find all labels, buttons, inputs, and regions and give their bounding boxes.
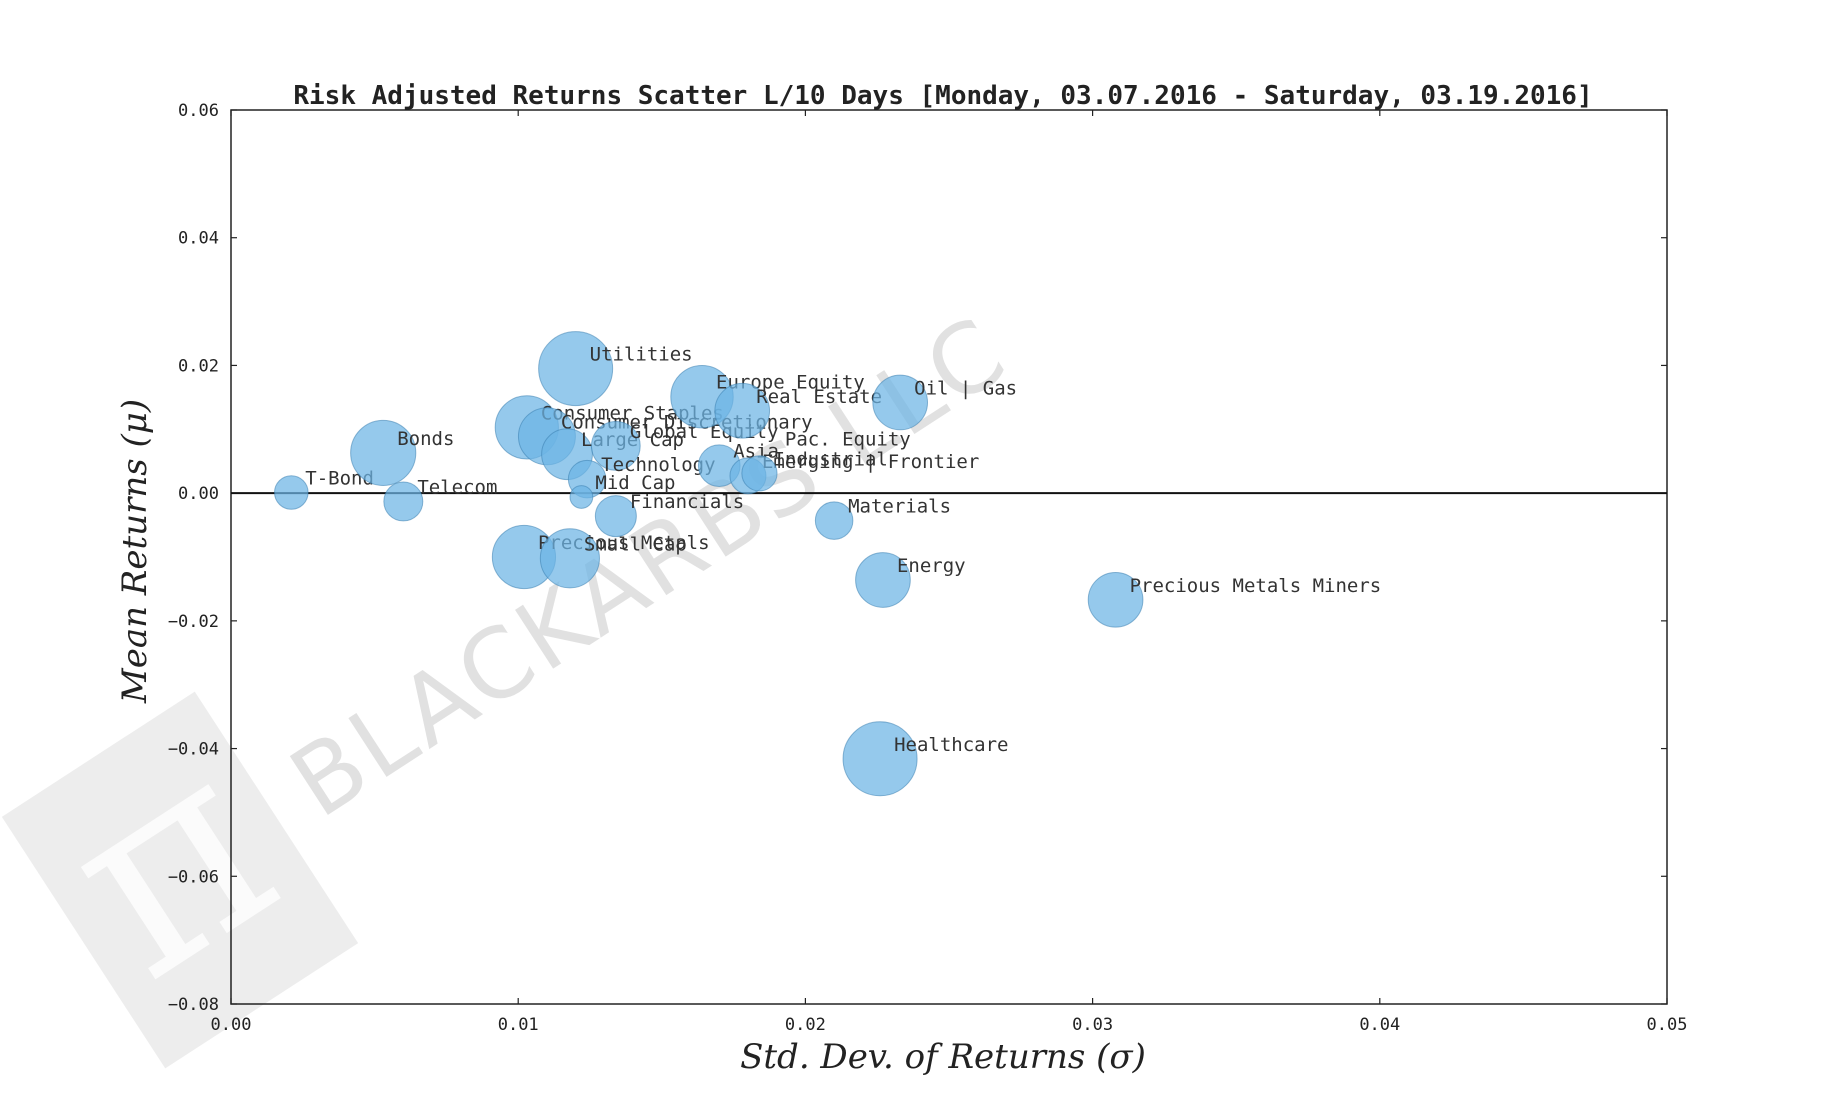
data-point — [274, 475, 309, 510]
data-point — [569, 485, 594, 509]
data-label: T-Bond — [305, 468, 374, 490]
data-label: Telecom — [417, 476, 497, 498]
data-label: Emerging | Frontier — [762, 451, 979, 473]
x-axis-label: Std. Dev. of Returns (σ) — [740, 1037, 1146, 1077]
data-point — [1087, 571, 1144, 628]
y-tick-label: 0.00 — [178, 484, 219, 504]
data-point — [594, 495, 637, 538]
data-label: Materials — [848, 496, 951, 518]
data-point — [383, 481, 424, 522]
plot-area: 0.00 0.01 0.02 0.03 0.04 0.05 0.06 0.04 0.02 0.00… — [168, 101, 1688, 1035]
data-label: Technology — [601, 454, 715, 476]
data-label: Bonds — [397, 428, 454, 450]
data-label: Industrial — [773, 448, 887, 470]
watermark-logo-tile — [1, 691, 359, 1069]
data-point — [539, 528, 600, 589]
y-tick-label: 0.06 — [178, 101, 219, 121]
y-tick-label: −0.04 — [168, 740, 219, 760]
data-label: Utilities — [590, 344, 693, 366]
data-point — [714, 382, 771, 439]
x-tick-label: 0.01 — [498, 1015, 539, 1035]
x-tick-label: 0.04 — [1359, 1015, 1400, 1035]
data-label: Pac. Equity — [785, 429, 911, 451]
data-label: Precious Metals Miners — [1130, 575, 1382, 597]
data-label: Energy — [897, 555, 966, 577]
y-tick-label: −0.06 — [168, 867, 219, 887]
y-tick-label: −0.08 — [168, 995, 219, 1015]
data-point — [855, 552, 911, 608]
data-label: Real Estate — [756, 386, 882, 408]
x-tick-label: 0.03 — [1072, 1015, 1113, 1035]
y-tick-label: 0.02 — [178, 356, 219, 376]
y-tick-label: 0.04 — [178, 229, 219, 249]
y-axis-label: Mean Returns (μ) — [115, 399, 155, 704]
data-point — [872, 374, 929, 431]
data-label: Oil | Gas — [914, 377, 1017, 399]
data-label: Mid Cap — [595, 472, 675, 494]
data-label: Financials — [630, 491, 744, 513]
data-point — [814, 501, 854, 540]
data-point — [538, 331, 614, 407]
x-tick-label: 0.05 — [1647, 1015, 1688, 1035]
x-tick-label: 0.02 — [785, 1015, 826, 1035]
data-label: Small Cap — [584, 533, 687, 555]
data-point — [591, 421, 641, 471]
data-point — [741, 455, 778, 492]
x-tick-label: 0.00 — [211, 1015, 252, 1035]
data-point — [842, 721, 918, 797]
y-tick-label: −0.02 — [168, 612, 219, 632]
chart-title: Risk Adjusted Returns Scatter L/10 Days … — [293, 81, 1592, 111]
plot-frame — [230, 109, 1668, 1005]
data-label: Healthcare — [894, 734, 1008, 756]
data-point — [350, 419, 417, 486]
